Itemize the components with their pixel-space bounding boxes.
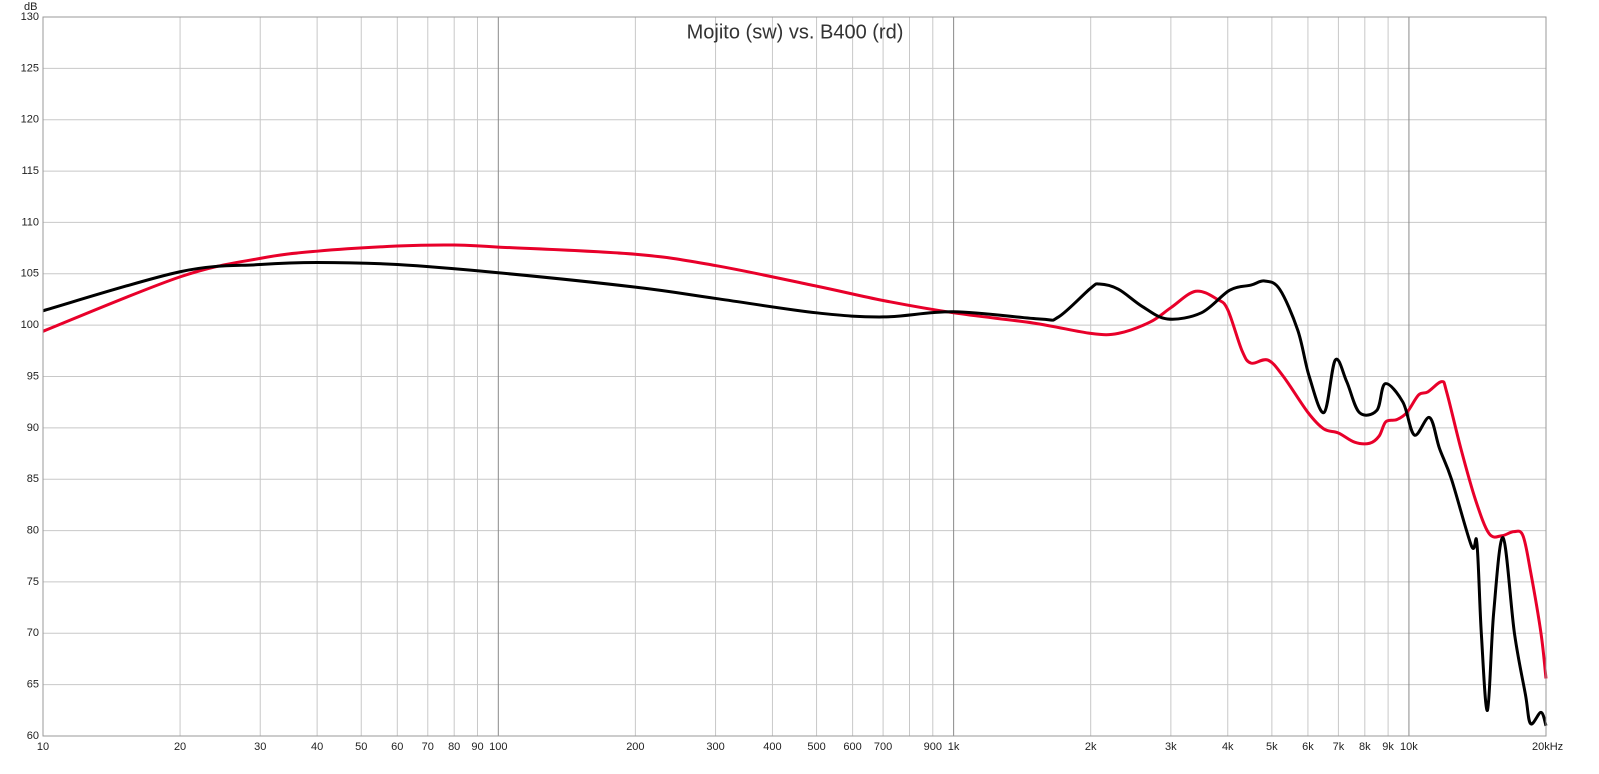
series-line <box>42 260 1548 727</box>
x-tick-label: 600 <box>843 741 861 753</box>
y-tick-label: 85 <box>27 473 39 485</box>
series-line <box>42 243 1548 679</box>
y-tick-label: 70 <box>27 627 39 639</box>
x-tick-label: 700 <box>874 741 892 753</box>
x-tick-label: 500 <box>807 741 825 753</box>
x-tick-label: 100 <box>489 741 507 753</box>
y-tick-label: 120 <box>21 114 39 126</box>
x-tick-label: 50 <box>355 741 367 753</box>
y-tick-label: 105 <box>21 268 39 280</box>
x-tick-label: 3k <box>1165 741 1177 753</box>
x-tick-label: 60 <box>391 741 403 753</box>
x-tick-label: 70 <box>422 741 434 753</box>
grid <box>42 16 1547 737</box>
x-tick-label: 200 <box>626 741 644 753</box>
x-tick-label: 7k <box>1333 741 1345 753</box>
x-tick-label: 10k <box>1400 741 1418 753</box>
x-tick-label: 20kHz <box>1532 741 1563 753</box>
x-tick-label: 900 <box>924 741 942 753</box>
y-axis-label: dB <box>24 1 37 13</box>
x-tick-label: 40 <box>311 741 323 753</box>
x-tick-label: 2k <box>1085 741 1097 753</box>
y-tick-label: 130 <box>21 11 39 23</box>
x-tick-label: 300 <box>706 741 724 753</box>
y-tick-label: 125 <box>21 62 39 74</box>
y-tick-label: 110 <box>21 216 39 228</box>
x-tick-label: 5k <box>1266 741 1278 753</box>
y-tick-label: 95 <box>27 370 39 382</box>
x-tick-label: 30 <box>254 741 266 753</box>
y-tick-label: 75 <box>27 576 39 588</box>
chart-title: Mojito (sw) vs. B400 (rd) <box>687 21 904 43</box>
x-tick-label: 8k <box>1359 741 1371 753</box>
x-tick-label: 1k <box>948 741 960 753</box>
x-tick-label: 80 <box>448 741 460 753</box>
plot-frame <box>42 16 1547 737</box>
plot-lines <box>42 243 1548 727</box>
x-tick-label: 90 <box>471 741 483 753</box>
y-tick-label: 60 <box>27 730 39 742</box>
x-tick-label: 20 <box>174 741 186 753</box>
y-tick-label: 115 <box>21 165 39 177</box>
x-tick-label: 4k <box>1222 741 1234 753</box>
y-tick-label: 80 <box>27 524 39 536</box>
y-tick-label: 65 <box>27 679 39 691</box>
x-tick-label: 400 <box>763 741 781 753</box>
y-tick-label: 100 <box>21 319 39 331</box>
x-tick-label: 9k <box>1382 741 1394 753</box>
x-tick-label: 10 <box>37 741 49 753</box>
x-tick-label: 6k <box>1302 741 1314 753</box>
y-tick-label: 90 <box>27 422 39 434</box>
labels: 60 65 70 75 80 85 90 95 100 105 110 115 120 125 130 10 2… <box>21 11 1564 753</box>
